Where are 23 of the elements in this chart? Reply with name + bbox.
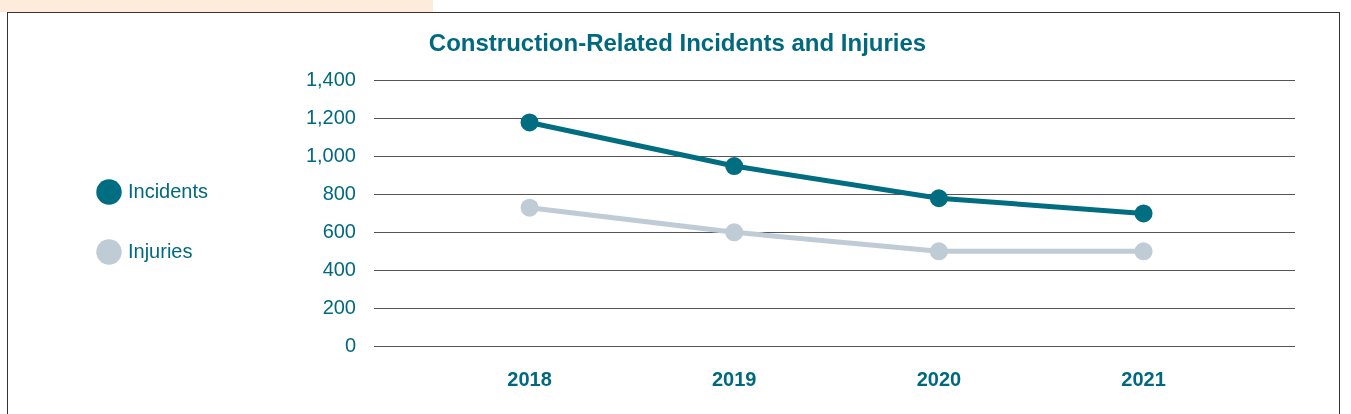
point — [725, 157, 744, 176]
y-tick-label: 800 — [322, 181, 356, 204]
y-tick-label: 600 — [322, 219, 356, 242]
legend-label: Incidents — [128, 179, 209, 202]
y-tick-label: 200 — [322, 295, 356, 318]
x-tick-label: 2019 — [711, 367, 757, 390]
legend-label: Injuries — [128, 239, 193, 262]
point — [929, 242, 948, 261]
y-tick-label: 1,000 — [305, 144, 356, 167]
x-tick-label: 2020 — [916, 367, 962, 390]
x-tick-label: 2018 — [507, 367, 552, 390]
point — [520, 113, 539, 132]
point — [929, 189, 948, 208]
chart-title: Construction-Related Incidents and Injuries — [428, 29, 927, 57]
point — [1134, 204, 1153, 223]
point — [725, 223, 744, 242]
y-tick-label: 1,400 — [305, 68, 356, 91]
y-tick-label: 0 — [344, 333, 356, 356]
point — [1134, 242, 1153, 261]
point — [520, 198, 539, 217]
y-tick-label: 1,200 — [305, 106, 356, 129]
x-tick-label: 2021 — [1121, 367, 1166, 390]
y-tick-label: 400 — [322, 257, 356, 280]
